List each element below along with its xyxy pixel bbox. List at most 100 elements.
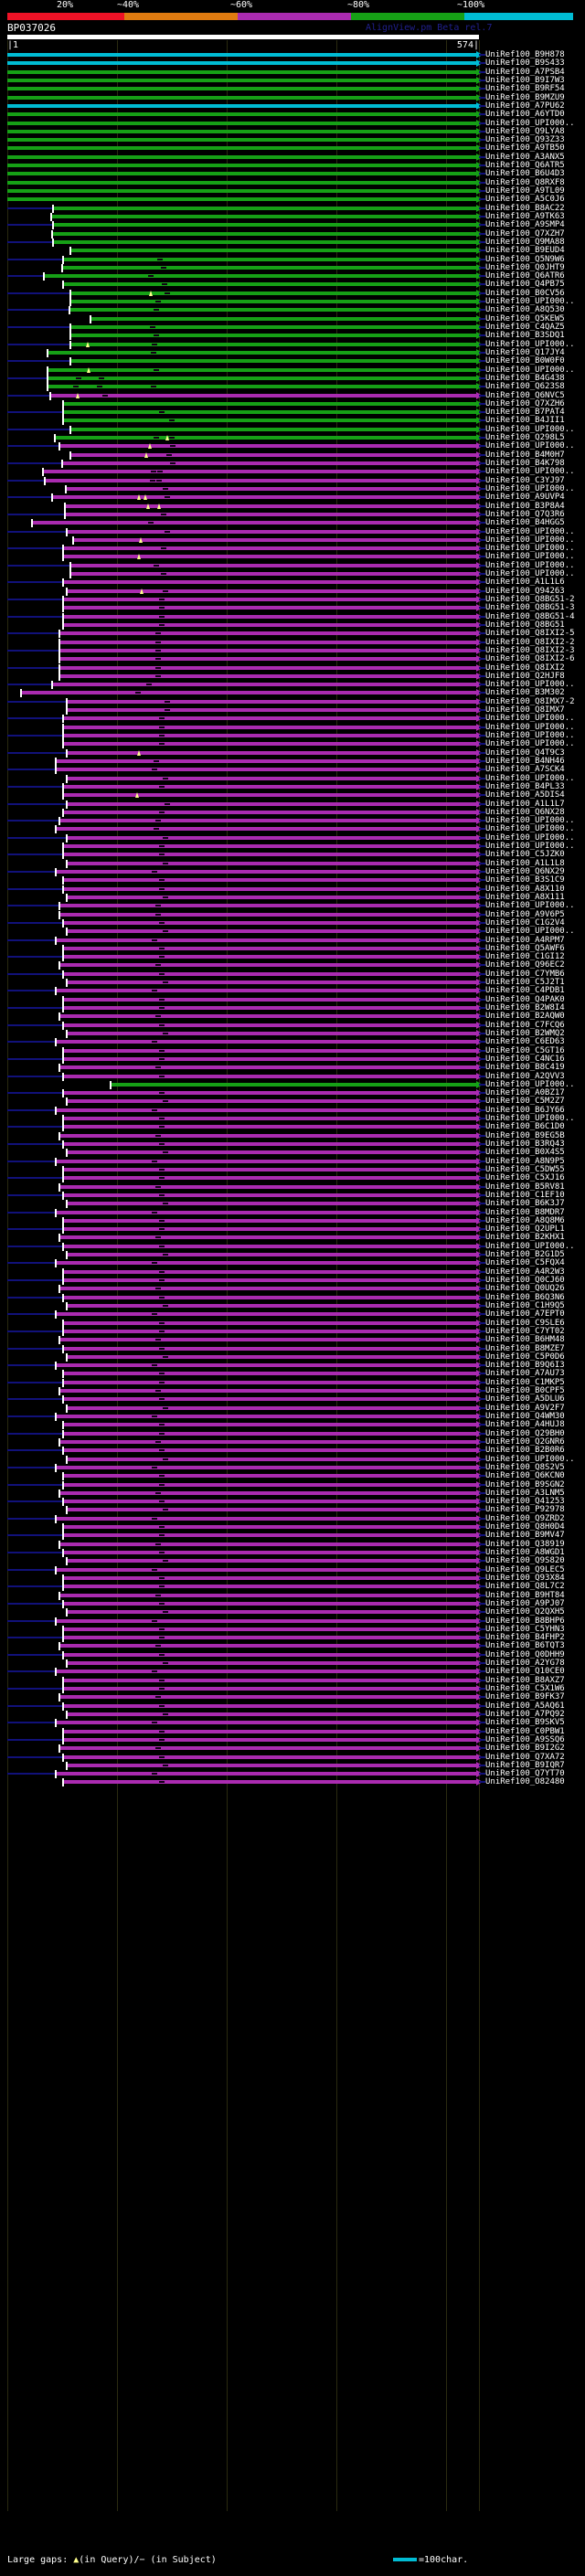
alignment-bar[interactable]	[62, 1431, 476, 1436]
alignment-bar[interactable]	[58, 1065, 476, 1070]
hit-accession-link[interactable]: UniRef100_B4PL33	[485, 781, 565, 791]
table-row[interactable]: UniRef100_B0X4S5	[0, 1148, 585, 1158]
table-row[interactable]: UniRef100_UPI000..	[0, 552, 585, 562]
alignment-bar[interactable]	[62, 1729, 476, 1733]
alignment-bar[interactable]	[58, 1542, 476, 1546]
alignment-bar[interactable]	[62, 1278, 476, 1282]
alignment-bar[interactable]	[72, 537, 476, 542]
hit-accession-link[interactable]: UniRef100_B2G1D5	[485, 1250, 565, 1260]
table-row[interactable]: UniRef100_A6YTD0	[0, 110, 585, 119]
table-row[interactable]: UniRef100_B9SGN2	[0, 1480, 585, 1489]
hit-accession-link[interactable]: UniRef100_Q8BG51	[485, 620, 565, 630]
hit-accession-link[interactable]: UniRef100_B9MZU9	[485, 92, 565, 102]
hit-accession-link[interactable]: UniRef100_Q8IXI2	[485, 663, 565, 673]
alignment-bar[interactable]	[62, 1056, 476, 1061]
alignment-bar[interactable]	[55, 1567, 476, 1572]
hit-accession-link[interactable]: UniRef100_A7AU73	[485, 1369, 565, 1379]
alignment-bar[interactable]	[66, 529, 476, 534]
alignment-bar[interactable]	[55, 1721, 476, 1725]
table-row[interactable]: UniRef100_A4RPM7	[0, 936, 585, 945]
table-row[interactable]: UniRef100_C0PBW1	[0, 1727, 585, 1736]
alignment-bar[interactable]	[58, 1287, 476, 1291]
hit-accession-link[interactable]: UniRef100_A9TL09	[485, 186, 565, 196]
table-row[interactable]: UniRef100_B0CPF5	[0, 1386, 585, 1396]
alignment-bar[interactable]	[58, 1235, 476, 1240]
hit-accession-link[interactable]: UniRef100_Q8IMX7-2	[485, 696, 575, 706]
table-row[interactable]: UniRef100_A9SSQ6	[0, 1734, 585, 1744]
hit-accession-link[interactable]: UniRef100_C5M2Z7	[485, 1097, 565, 1107]
hit-accession-link[interactable]: UniRef100_Q8BG51-4	[485, 611, 575, 621]
table-row[interactable]: UniRef100_Q8S2V5	[0, 1463, 585, 1472]
table-row[interactable]: UniRef100_C7YMB6	[0, 970, 585, 979]
alignment-bar[interactable]	[58, 1746, 476, 1751]
table-row[interactable]: UniRef100_Q0CJ60	[0, 1276, 585, 1285]
hit-accession-link[interactable]: UniRef100_C5FQX4	[485, 1258, 565, 1268]
table-row[interactable]: UniRef100_A8N9P5	[0, 1157, 585, 1166]
alignment-bar[interactable]	[69, 572, 476, 577]
hit-accession-link[interactable]: UniRef100_Q6NX28	[485, 807, 565, 817]
alignment-bar[interactable]	[7, 138, 476, 143]
table-row[interactable]: UniRef100_A7EPT0	[0, 1309, 585, 1320]
hit-accession-link[interactable]: UniRef100_C5J2T1	[485, 978, 565, 988]
hit-accession-link[interactable]: UniRef100_UPI000..	[485, 544, 575, 554]
table-row[interactable]: UniRef100_Q7XZH6	[0, 399, 585, 408]
table-row[interactable]: UniRef100_UPI000..	[0, 467, 585, 477]
hit-accession-link[interactable]: UniRef100_UPI000..	[485, 1079, 575, 1089]
alignment-bar[interactable]	[55, 989, 476, 993]
table-row[interactable]: UniRef100_C5DW55	[0, 1165, 585, 1174]
hit-accession-link[interactable]: UniRef100_UPI000..	[485, 467, 575, 477]
alignment-bar[interactable]	[62, 401, 476, 406]
hit-accession-link[interactable]: UniRef100_A5DLU6	[485, 1394, 565, 1405]
hit-accession-link[interactable]: UniRef100_UPI000..	[485, 560, 575, 570]
hit-accession-link[interactable]: UniRef100_A9SSQ6	[485, 1734, 565, 1744]
table-row[interactable]: UniRef100_C5J2T1	[0, 978, 585, 988]
table-row[interactable]: UniRef100_Q2QXH5	[0, 1607, 585, 1617]
table-row[interactable]: UniRef100_A4HUJ8	[0, 1420, 585, 1430]
table-row[interactable]: UniRef100_Q2HJF8	[0, 672, 585, 681]
hit-accession-link[interactable]: UniRef100_C1EF10	[485, 1190, 565, 1200]
table-row[interactable]: UniRef100_B9FK37	[0, 1692, 585, 1702]
hit-accession-link[interactable]: UniRef100_A7EPT0	[485, 1309, 565, 1320]
alignment-bar[interactable]	[62, 1125, 476, 1129]
table-row[interactable]: UniRef100_B3M302	[0, 688, 585, 698]
table-row[interactable]: UniRef100_A7PSB4	[0, 68, 585, 77]
table-row[interactable]: UniRef100_UPI000..	[0, 1455, 585, 1464]
table-row[interactable]: UniRef100_B3SDQ1	[0, 331, 585, 341]
table-row[interactable]: UniRef100_B2G1D5	[0, 1250, 585, 1260]
hit-accession-link[interactable]: UniRef100_A3ANX5	[485, 152, 565, 162]
table-row[interactable]: UniRef100_A8Q530	[0, 305, 585, 315]
alignment-bar[interactable]	[69, 308, 476, 313]
table-row[interactable]: UniRef100_A5DLU6	[0, 1394, 585, 1405]
table-row[interactable]: UniRef100_Q623S8	[0, 382, 585, 392]
alignment-bar[interactable]	[58, 657, 476, 662]
alignment-bar[interactable]	[62, 1142, 476, 1146]
hit-accession-link[interactable]: UniRef100_A8X110	[485, 884, 565, 894]
hit-accession-link[interactable]: UniRef100_C3YJ97	[485, 475, 565, 485]
alignment-bar[interactable]	[66, 1610, 476, 1615]
hit-accession-link[interactable]: UniRef100_B0W0F0	[485, 356, 565, 366]
hit-accession-link[interactable]: UniRef100_C1GI12	[485, 952, 565, 962]
alignment-bar[interactable]	[62, 886, 476, 891]
hit-accession-link[interactable]: UniRef100_C5P0D6	[485, 1352, 565, 1362]
alignment-bar[interactable]	[61, 461, 476, 465]
hit-accession-link[interactable]: UniRef100_A9UVP4	[485, 493, 565, 503]
hit-accession-link[interactable]: UniRef100_A2YG78	[485, 1659, 565, 1669]
table-row[interactable]: UniRef100_C5P0D6	[0, 1352, 585, 1362]
hit-accession-link[interactable]: UniRef100_Q2QXH5	[485, 1607, 565, 1617]
alignment-bar[interactable]	[62, 1176, 476, 1181]
hit-accession-link[interactable]: UniRef100_Q9LEC5	[485, 1564, 565, 1574]
table-row[interactable]: UniRef100_B4JII1	[0, 416, 585, 426]
alignment-bar[interactable]	[7, 87, 476, 91]
alignment-bar[interactable]	[62, 546, 476, 551]
table-row[interactable]: UniRef100_A9V6P5	[0, 910, 585, 919]
table-row[interactable]: UniRef100_UPI000..	[0, 739, 585, 749]
table-row[interactable]: UniRef100_Q6KCN0	[0, 1471, 585, 1481]
table-row[interactable]: UniRef100_UPI000..	[0, 731, 585, 740]
alignment-bar[interactable]	[62, 1551, 476, 1554]
alignment-bar[interactable]	[43, 274, 476, 279]
hit-accession-link[interactable]: UniRef100_Q8BG51-3	[485, 603, 575, 613]
alignment-bar[interactable]	[62, 920, 476, 925]
alignment-bar[interactable]	[62, 1329, 476, 1333]
alignment-bar[interactable]	[7, 112, 476, 117]
hit-accession-link[interactable]: UniRef100_C5YHN3	[485, 1624, 565, 1634]
